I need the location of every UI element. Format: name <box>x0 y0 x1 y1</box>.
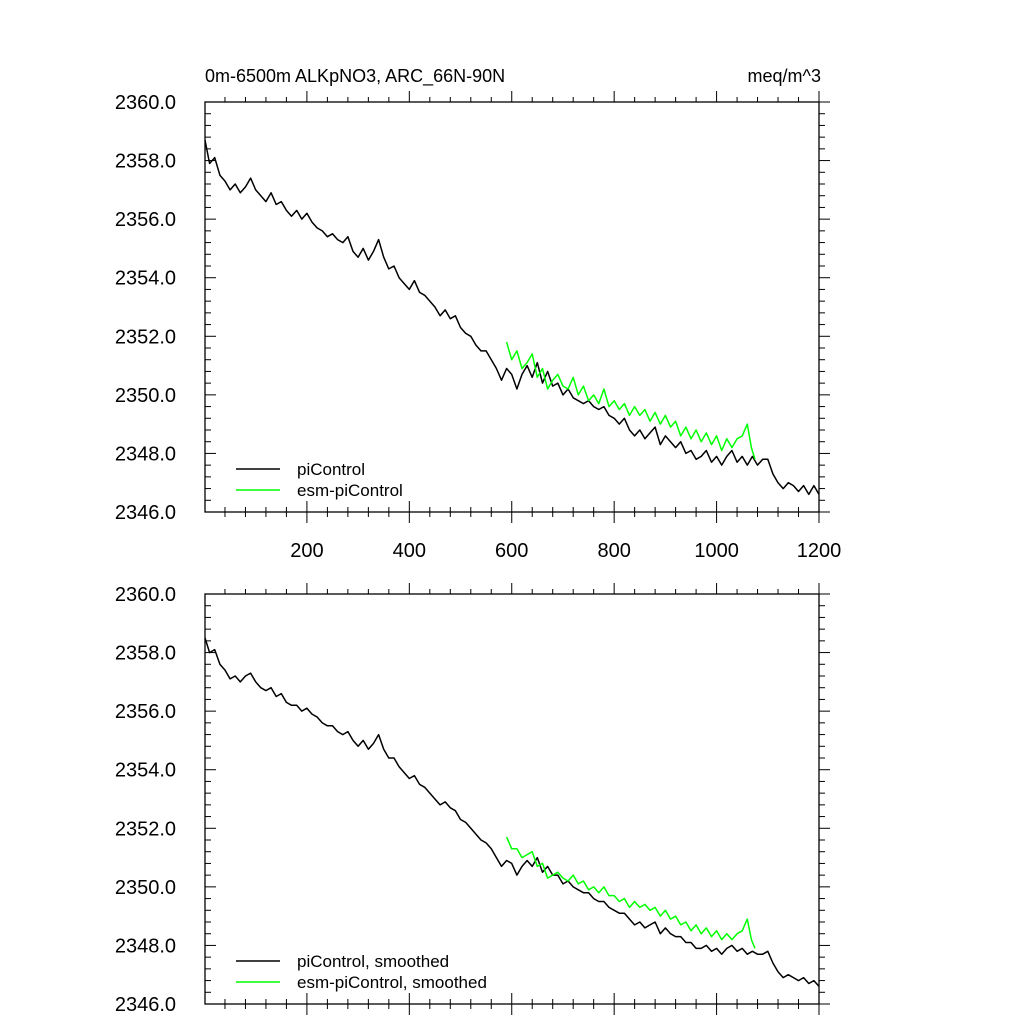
x-tick-label: 400 <box>393 540 426 562</box>
x-tick-label: 1200 <box>797 540 842 562</box>
y-tick-label: 2360.0 <box>115 92 176 114</box>
legend-label-picontrol-smoothed: piControl, smoothed <box>297 952 449 971</box>
y-tick-label: 2354.0 <box>115 760 176 782</box>
y-tick-label: 2348.0 <box>115 443 176 465</box>
legend-label-esm-picontrol: esm-piControl <box>297 481 403 500</box>
series-line-picontrol <box>204 139 820 496</box>
y-tick-label: 2350.0 <box>115 877 176 899</box>
chart-title-right: meq/m^3 <box>748 66 821 86</box>
legend: piControl esm-piControl <box>236 460 403 500</box>
top-panel: 2346.0 2348.0 2350.0 2352.0 2354.0 2356.0 2358… <box>115 91 841 562</box>
y-tick-label: 2358.0 <box>115 151 176 173</box>
chart-title-left: 0m-6500m ALKpNO3, ARC_66N-90N <box>205 66 505 87</box>
x-tick-label: 200 <box>290 540 323 562</box>
x-tick-label: 1000 <box>694 540 739 562</box>
y-tick-label: 2350.0 <box>115 385 176 407</box>
y-tick-label: 2360.0 <box>115 584 176 606</box>
x-tick-label: 600 <box>495 540 528 562</box>
y-tick-label: 2352.0 <box>115 326 176 348</box>
y-tick-label: 2354.0 <box>115 268 176 290</box>
y-tick-label: 2346.0 <box>115 502 176 524</box>
series-line-esm-picontrol <box>505 341 756 460</box>
legend-label-esm-picontrol-smoothed: esm-piControl, smoothed <box>297 973 487 992</box>
series-line-picontrol-smoothed <box>204 637 820 987</box>
y-tick-label: 2346.0 <box>115 994 176 1016</box>
y-tick-label: 2358.0 <box>115 643 176 665</box>
series-line-esm-picontrol-smoothed <box>505 836 756 949</box>
y-tick-label: 2348.0 <box>115 935 176 957</box>
legend: piControl, smoothed esm-piControl, smoot… <box>236 952 487 992</box>
y-tick-label: 2356.0 <box>115 209 176 231</box>
legend-label-picontrol: piControl <box>297 460 365 479</box>
bottom-panel: 2346.0 2348.0 2350.0 2352.0 2354.0 2356.0 2358… <box>115 583 830 1016</box>
y-tick-label: 2352.0 <box>115 818 176 840</box>
x-tick-label: 800 <box>597 540 630 562</box>
y-tick-label: 2356.0 <box>115 701 176 723</box>
